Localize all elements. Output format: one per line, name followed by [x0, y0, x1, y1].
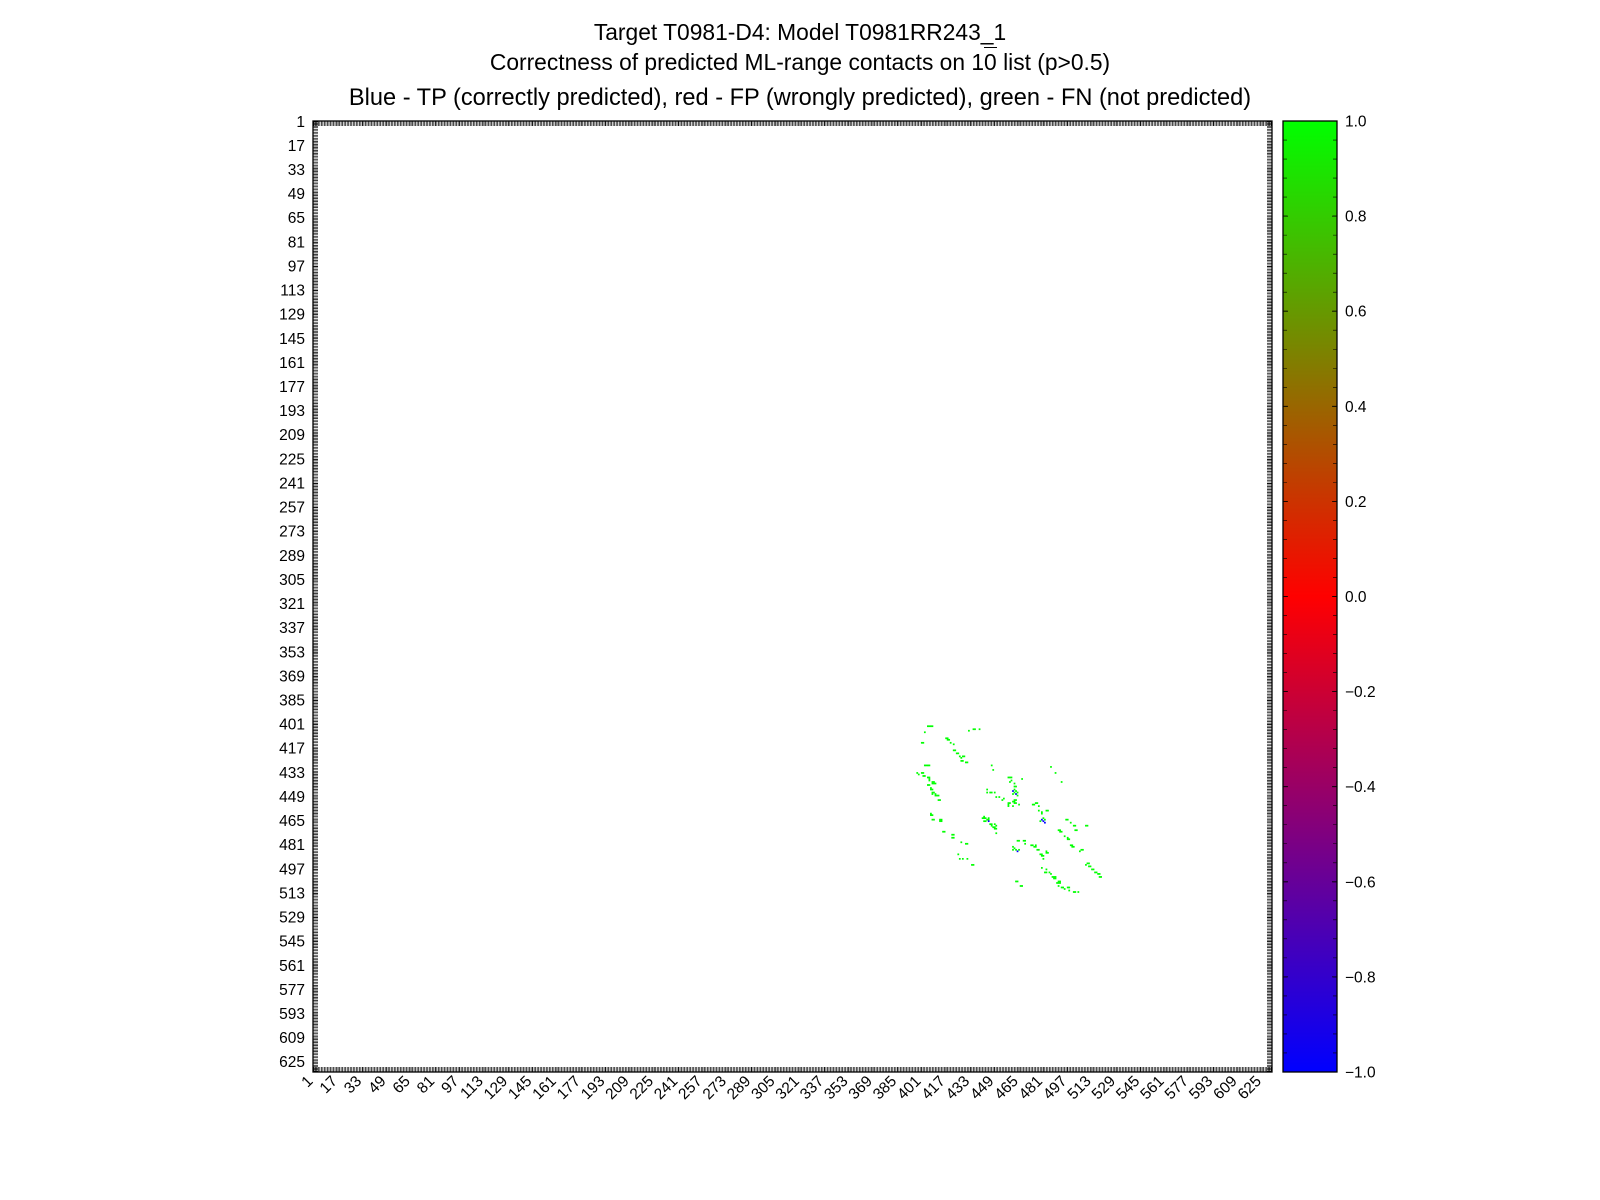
- svg-text:129: 129: [481, 1073, 511, 1103]
- svg-text:−0.4: −0.4: [1345, 779, 1376, 796]
- svg-text:161: 161: [529, 1073, 559, 1103]
- svg-text:625: 625: [279, 1054, 305, 1071]
- svg-text:209: 209: [279, 427, 305, 444]
- svg-text:593: 593: [1186, 1073, 1216, 1103]
- svg-text:81: 81: [288, 234, 305, 251]
- svg-text:17: 17: [288, 138, 305, 155]
- svg-text:65: 65: [288, 210, 305, 227]
- svg-text:161: 161: [279, 355, 305, 372]
- svg-text:561: 561: [1137, 1073, 1167, 1103]
- svg-text:545: 545: [279, 934, 305, 951]
- svg-text:0.6: 0.6: [1345, 304, 1367, 321]
- svg-text:289: 289: [279, 548, 305, 565]
- svg-text:193: 193: [279, 403, 305, 420]
- svg-text:417: 417: [279, 741, 305, 758]
- svg-text:465: 465: [991, 1073, 1021, 1103]
- svg-text:−0.8: −0.8: [1345, 969, 1376, 986]
- svg-text:97: 97: [438, 1073, 462, 1097]
- svg-text:113: 113: [457, 1073, 486, 1102]
- svg-text:177: 177: [554, 1073, 584, 1103]
- svg-text:321: 321: [773, 1073, 803, 1103]
- svg-text:497: 497: [279, 861, 305, 878]
- svg-text:497: 497: [1040, 1073, 1070, 1103]
- svg-text:145: 145: [279, 331, 305, 348]
- svg-text:−0.6: −0.6: [1345, 874, 1376, 891]
- svg-text:129: 129: [279, 307, 305, 324]
- svg-text:433: 433: [943, 1073, 973, 1103]
- svg-text:273: 273: [279, 524, 305, 541]
- svg-text:369: 369: [846, 1073, 876, 1103]
- svg-text:305: 305: [748, 1073, 778, 1103]
- svg-text:353: 353: [821, 1073, 851, 1103]
- svg-text:449: 449: [967, 1073, 997, 1103]
- svg-text:513: 513: [1064, 1073, 1094, 1103]
- svg-text:305: 305: [279, 572, 305, 589]
- svg-text:241: 241: [651, 1073, 681, 1103]
- svg-text:−1.0: −1.0: [1345, 1065, 1376, 1082]
- svg-text:0.8: 0.8: [1345, 209, 1367, 226]
- svg-text:529: 529: [1089, 1073, 1119, 1103]
- svg-text:33: 33: [341, 1073, 365, 1097]
- svg-text:385: 385: [279, 692, 305, 709]
- svg-text:385: 385: [870, 1073, 900, 1103]
- svg-text:577: 577: [279, 982, 305, 999]
- svg-text:81: 81: [414, 1073, 438, 1097]
- svg-text:529: 529: [279, 910, 305, 927]
- svg-text:273: 273: [700, 1073, 730, 1103]
- svg-text:577: 577: [1162, 1073, 1192, 1103]
- svg-text:625: 625: [1235, 1073, 1265, 1103]
- svg-text:401: 401: [894, 1073, 924, 1103]
- svg-text:49: 49: [365, 1073, 389, 1097]
- svg-text:113: 113: [280, 283, 305, 300]
- svg-text:0.0: 0.0: [1345, 589, 1367, 606]
- svg-text:353: 353: [279, 644, 305, 661]
- svg-text:145: 145: [505, 1073, 535, 1103]
- svg-text:449: 449: [279, 789, 305, 806]
- svg-text:177: 177: [279, 379, 305, 396]
- svg-text:1: 1: [298, 1073, 316, 1091]
- svg-text:0.4: 0.4: [1345, 399, 1367, 416]
- svg-text:337: 337: [797, 1073, 827, 1103]
- svg-text:33: 33: [288, 162, 305, 179]
- svg-text:337: 337: [279, 620, 305, 637]
- svg-text:97: 97: [288, 258, 305, 275]
- svg-text:401: 401: [279, 717, 305, 734]
- svg-text:−0.2: −0.2: [1345, 684, 1376, 701]
- svg-text:241: 241: [279, 475, 305, 492]
- svg-text:1.0: 1.0: [1345, 114, 1367, 131]
- svg-text:369: 369: [279, 668, 305, 685]
- svg-text:465: 465: [279, 813, 305, 830]
- svg-text:561: 561: [279, 958, 305, 975]
- svg-text:545: 545: [1113, 1073, 1143, 1103]
- svg-text:17: 17: [317, 1073, 341, 1097]
- svg-text:417: 417: [919, 1073, 949, 1103]
- svg-text:257: 257: [675, 1073, 705, 1103]
- svg-text:481: 481: [279, 837, 305, 854]
- svg-text:225: 225: [627, 1073, 657, 1103]
- svg-text:609: 609: [1210, 1073, 1240, 1103]
- svg-text:513: 513: [279, 885, 305, 902]
- svg-text:209: 209: [602, 1073, 632, 1103]
- svg-text:289: 289: [724, 1073, 754, 1103]
- svg-text:0.2: 0.2: [1345, 494, 1367, 511]
- svg-text:1: 1: [296, 114, 305, 131]
- svg-text:593: 593: [279, 1006, 305, 1023]
- svg-text:65: 65: [390, 1073, 414, 1097]
- svg-text:321: 321: [279, 596, 305, 613]
- svg-text:609: 609: [279, 1030, 305, 1047]
- svg-text:225: 225: [279, 451, 305, 468]
- svg-text:257: 257: [279, 500, 305, 517]
- svg-text:433: 433: [279, 765, 305, 782]
- svg-text:49: 49: [288, 186, 305, 203]
- svg-text:481: 481: [1016, 1073, 1046, 1103]
- svg-text:193: 193: [578, 1073, 608, 1103]
